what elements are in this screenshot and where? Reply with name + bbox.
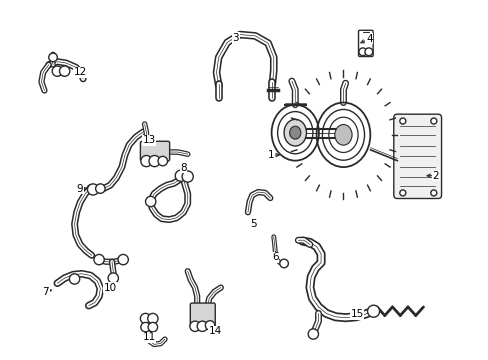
Circle shape: [399, 190, 405, 196]
FancyBboxPatch shape: [393, 114, 441, 198]
Ellipse shape: [289, 126, 300, 139]
Circle shape: [149, 156, 160, 167]
Circle shape: [307, 329, 318, 339]
Circle shape: [108, 273, 118, 283]
Text: 9: 9: [77, 184, 83, 194]
Text: 2: 2: [432, 171, 438, 181]
Ellipse shape: [334, 125, 351, 145]
Circle shape: [148, 323, 157, 332]
Circle shape: [279, 259, 288, 268]
Circle shape: [60, 66, 70, 76]
Circle shape: [364, 48, 372, 56]
Circle shape: [94, 255, 104, 265]
Ellipse shape: [284, 119, 306, 146]
Text: 4: 4: [365, 34, 372, 44]
Circle shape: [399, 118, 405, 124]
Text: 15: 15: [350, 309, 363, 319]
Circle shape: [141, 323, 150, 332]
Text: 8: 8: [180, 163, 186, 173]
Text: 11: 11: [142, 332, 155, 342]
Circle shape: [197, 321, 207, 332]
Circle shape: [189, 321, 200, 332]
Circle shape: [430, 118, 436, 124]
Circle shape: [140, 313, 150, 324]
Text: 3: 3: [232, 33, 239, 43]
Circle shape: [367, 305, 379, 317]
Circle shape: [147, 313, 158, 324]
Text: 12: 12: [73, 67, 86, 77]
Circle shape: [145, 196, 156, 207]
Circle shape: [96, 184, 105, 193]
Text: 5: 5: [249, 219, 256, 229]
FancyBboxPatch shape: [190, 303, 215, 327]
Text: 10: 10: [103, 283, 117, 293]
Text: 1: 1: [267, 150, 274, 160]
Text: 6: 6: [272, 252, 278, 262]
Circle shape: [182, 171, 193, 182]
Circle shape: [69, 274, 80, 284]
Text: 13: 13: [142, 135, 155, 145]
FancyBboxPatch shape: [140, 141, 169, 161]
Circle shape: [358, 48, 366, 56]
Text: 7: 7: [42, 287, 49, 297]
Circle shape: [52, 66, 62, 76]
Circle shape: [87, 184, 99, 195]
Circle shape: [175, 170, 186, 181]
Circle shape: [141, 156, 152, 167]
Circle shape: [158, 156, 167, 166]
Circle shape: [118, 255, 128, 265]
Circle shape: [205, 321, 214, 330]
Circle shape: [430, 190, 436, 196]
Circle shape: [49, 53, 57, 62]
Text: 14: 14: [208, 327, 222, 337]
